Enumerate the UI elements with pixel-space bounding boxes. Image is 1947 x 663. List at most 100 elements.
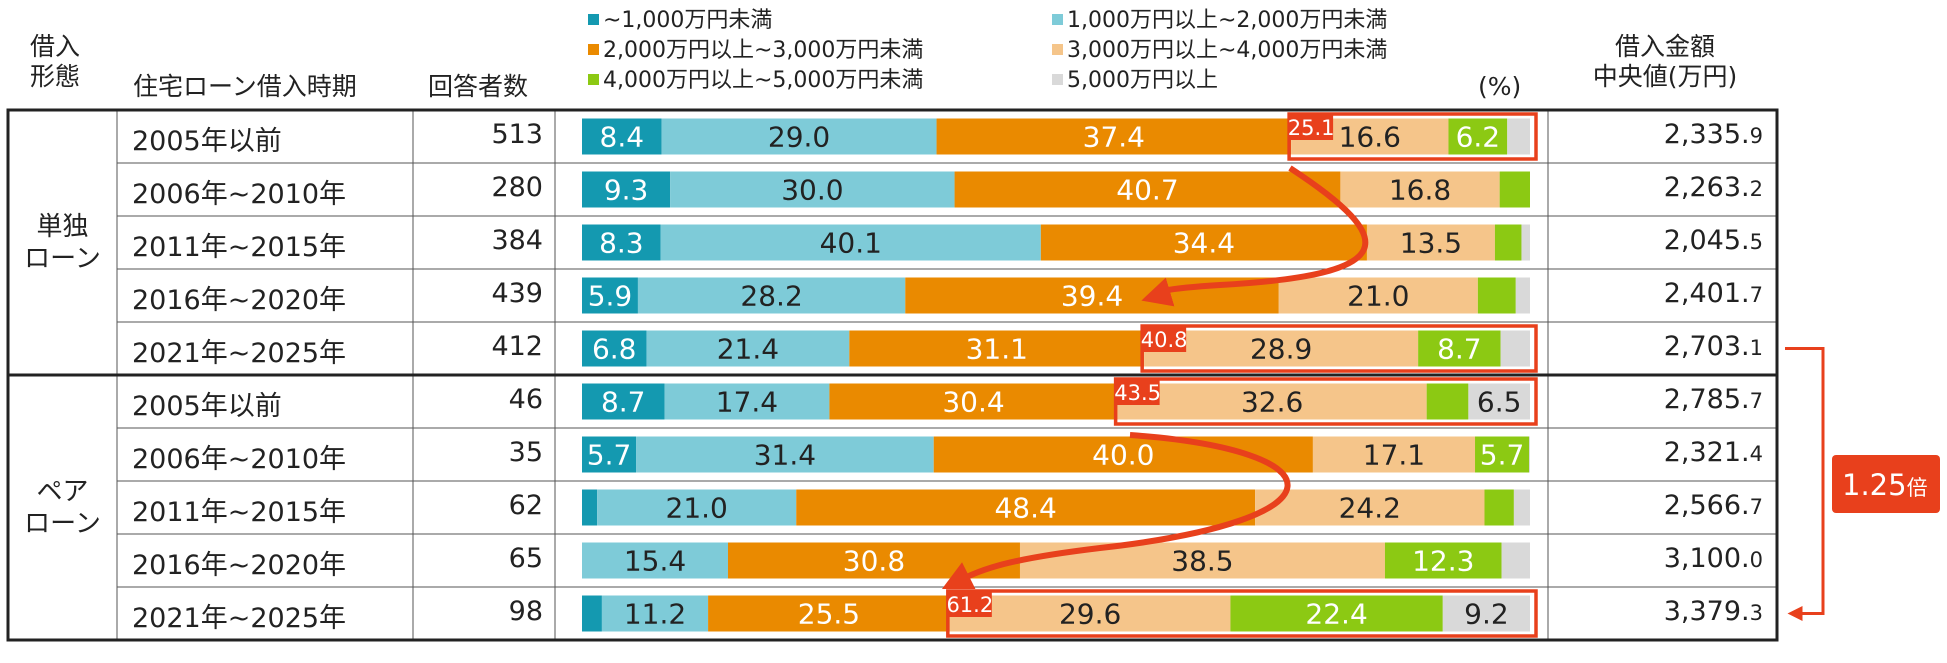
bar-value-label: 15.4: [624, 545, 686, 578]
legend-label: 4,000万円以上~5,000万円未満: [603, 68, 924, 93]
bar-segment: [646, 330, 850, 367]
bar-segment: [1448, 118, 1508, 155]
header-type: 借入 形態: [30, 32, 80, 92]
bar-segment: [1529, 436, 1530, 473]
period-cell: 2021年~2025年: [132, 603, 347, 634]
bar-segment: [1384, 542, 1502, 579]
bar-value-label: 28.9: [1250, 333, 1312, 366]
legend-label: ~1,000万円未満: [603, 8, 773, 33]
bar-segment: [582, 436, 637, 473]
legend-swatch: [588, 43, 599, 55]
period-cell: 2005年以前: [132, 391, 282, 422]
bar-value-label: 30.4: [942, 386, 1004, 419]
legend-swatch: [588, 73, 599, 85]
bar-value-label: 8.7: [1437, 333, 1482, 366]
median-main: 2,263.: [1663, 172, 1750, 203]
bar-segment: [582, 171, 671, 208]
bar-segment: [796, 489, 1256, 526]
bar-value-label: 21.0: [1347, 280, 1409, 313]
bar-segment: [582, 383, 665, 420]
median-decimal: 2: [1749, 177, 1763, 201]
bar-value-label: 24.2: [1339, 492, 1401, 525]
median-cell: 2,335.9: [1548, 119, 1763, 150]
bar-segment: [582, 224, 661, 261]
bar-segment: [1418, 330, 1501, 367]
bar-segment: [1484, 489, 1514, 526]
median-main: 2,335.: [1663, 119, 1750, 150]
bar-segment: [601, 595, 709, 632]
ratio-bracket: [1785, 347, 1825, 621]
ratio-suffix: 倍: [1907, 476, 1928, 500]
bar-value-label: 30.0: [781, 174, 843, 207]
ratio-text: 1.25倍: [1842, 468, 1928, 502]
bar-value-label: 40.7: [1116, 174, 1178, 207]
bar-value-label: 40.1: [820, 227, 882, 260]
bar-value-label: 16.8: [1389, 174, 1451, 207]
bar-value-label: 21.0: [666, 492, 728, 525]
bar-value-label: 8.7: [601, 386, 646, 419]
bar-segment: [582, 277, 638, 314]
median-cell: 2,566.7: [1548, 490, 1763, 521]
bar-segment: [1521, 224, 1530, 261]
median-decimal: 7: [1749, 495, 1763, 519]
bar-segment: [1278, 277, 1478, 314]
header-type-line1: 借入: [30, 32, 81, 61]
bar-value-label: 40.0: [1092, 439, 1154, 472]
median-main: 2,703.: [1663, 331, 1750, 362]
legend-label: 3,000万円以上~4,000万円未満: [1067, 38, 1388, 63]
bar-value-label: 6.8: [592, 333, 637, 366]
bar-segment: [849, 330, 1145, 367]
bar-value-label: 25.5: [798, 598, 860, 631]
legend-label: 2,000万円以上~3,000万円未満: [603, 38, 924, 63]
header-respondents: 回答者数: [428, 72, 529, 101]
median-decimal: 7: [1749, 283, 1763, 307]
median-main: 2,321.: [1663, 437, 1750, 468]
bar-value-label: 13.5: [1400, 227, 1462, 260]
header-type-line2: 形態: [30, 62, 81, 91]
bar-value-label: 17.1: [1363, 439, 1425, 472]
respondents-cell: 439: [491, 278, 543, 309]
period-cell: 2006年~2010年: [132, 179, 347, 210]
bar-value-label: 22.4: [1305, 598, 1367, 631]
bar-value-label: 48.4: [994, 492, 1056, 525]
header-median-line2: 中央値(万円): [1592, 62, 1738, 91]
bar-segment: [936, 118, 1292, 155]
bar-value-label: 29.6: [1059, 598, 1121, 631]
bar-segment: [1442, 595, 1530, 632]
header-median: 借入金額 中央値(万円): [1575, 32, 1755, 92]
bar-segment: [1499, 171, 1530, 208]
period-cell: 2006年~2010年: [132, 444, 347, 475]
respondents-cell: 65: [508, 543, 543, 574]
bar-value-label: 8.3: [599, 227, 644, 260]
period-cell: 2016年~2020年: [132, 550, 347, 581]
bar-segment: [1507, 118, 1530, 155]
group-name-line1: ペア: [36, 476, 89, 507]
bar-value-label: 9.2: [1464, 598, 1509, 631]
bar-segment: [1513, 489, 1530, 526]
legend-swatch: [1052, 73, 1063, 85]
bar-segment: [1312, 436, 1476, 473]
bar-value-label: 28.2: [740, 280, 802, 313]
highlight-value: 61.2: [946, 593, 993, 617]
bar-segment: [1117, 383, 1427, 420]
bar-value-label: 31.4: [754, 439, 816, 472]
trend-arrow: [1141, 165, 1369, 307]
highlight-value: 25.1: [1288, 116, 1335, 140]
group-name-line2: ローン: [24, 508, 101, 539]
bar-value-label: 5.7: [587, 439, 632, 472]
highlight-tag: [1142, 326, 1187, 352]
bar-value-label: 17.4: [716, 386, 778, 419]
median-main: 3,379.: [1663, 596, 1750, 627]
bar-value-label: 31.1: [966, 333, 1028, 366]
bar-value-label: 9.3: [604, 174, 649, 207]
bar-value-label: 16.6: [1339, 121, 1401, 154]
bar-value-label: 32.6: [1241, 386, 1303, 419]
median-main: 2,785.: [1663, 384, 1750, 415]
bar-segment: [1494, 224, 1522, 261]
bar-segment: [1255, 489, 1485, 526]
bar-segment: [1230, 595, 1443, 632]
legend-item: 5,000万円以上: [1052, 68, 1218, 94]
bar-segment: [582, 489, 598, 526]
bar-segment: [582, 330, 647, 367]
unit-label: (%): [1478, 72, 1522, 101]
